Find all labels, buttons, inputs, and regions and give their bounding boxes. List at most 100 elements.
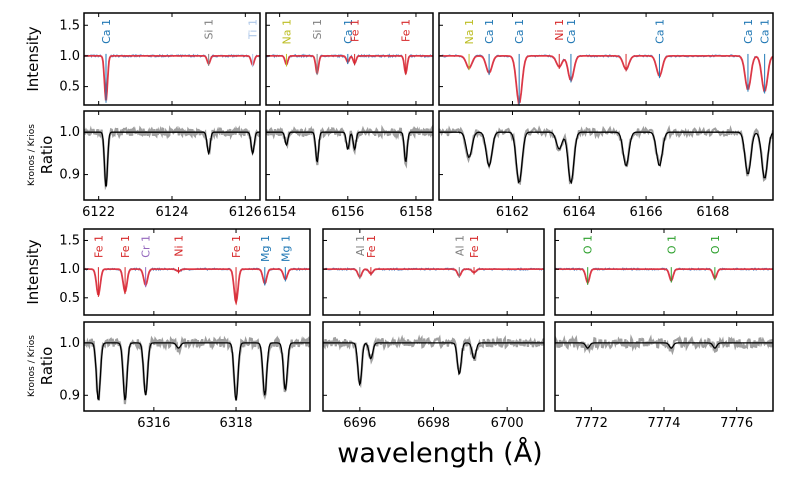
kronos-krios-label-row1: Kronos / Krios bbox=[27, 124, 37, 186]
x-tick-label: 6124 bbox=[155, 205, 188, 220]
ratio-frame-p1 bbox=[83, 110, 261, 201]
x-tick-label: 6166 bbox=[630, 205, 663, 220]
x-tick-label: 7772 bbox=[575, 416, 608, 431]
x-tick-label: 6164 bbox=[563, 205, 596, 220]
model-line-p2 bbox=[266, 55, 433, 75]
line-label: O 1 bbox=[709, 235, 722, 254]
ratio-observed-line-p5 bbox=[323, 334, 544, 389]
model-line-p6 bbox=[555, 268, 773, 285]
line-label: Al 1 bbox=[453, 235, 466, 256]
ratio-observed-line-p6 bbox=[555, 334, 773, 356]
line-label: Na 1 bbox=[280, 19, 293, 44]
intensity-ylabel-row2: Intensity bbox=[24, 239, 42, 304]
intensity-frame-p4 bbox=[83, 228, 311, 316]
x-tick-label: 6698 bbox=[417, 416, 450, 431]
intensity-tick-label: 0.5 bbox=[59, 80, 80, 95]
model-line-p4 bbox=[84, 268, 310, 306]
line-label: Si 1 bbox=[311, 19, 324, 40]
intensity-tick-label: 1.5 bbox=[59, 233, 80, 248]
observed-line-p1 bbox=[84, 53, 260, 100]
ratio-series-p4 bbox=[84, 335, 310, 405]
x-tick-label: 6316 bbox=[137, 416, 170, 431]
ratio-tick-label: 0.9 bbox=[59, 388, 80, 403]
x-tick-label: 6154 bbox=[263, 205, 296, 220]
x-tick-label: 6158 bbox=[399, 205, 432, 220]
line-label: Fe 1 bbox=[92, 235, 105, 258]
observed-line-p4 bbox=[84, 267, 310, 305]
x-tick-label: 6318 bbox=[219, 416, 252, 431]
intensity-tick-label: 1.0 bbox=[59, 262, 80, 277]
x-tick-label: 6156 bbox=[331, 205, 364, 220]
intensity-tick-label: 1.5 bbox=[59, 18, 80, 33]
line-label: Na 1 bbox=[463, 19, 476, 44]
intensity-tick-label: 1.0 bbox=[59, 49, 80, 64]
ratio-observed-line-p4 bbox=[84, 335, 310, 405]
x-tick-label: 6162 bbox=[496, 205, 529, 220]
line-label: Al 1 bbox=[354, 235, 367, 256]
ratio-frame-p5 bbox=[322, 321, 545, 412]
line-label: Si 1 bbox=[203, 19, 216, 40]
intensity-series-p6 bbox=[555, 267, 773, 285]
line-label: Ti 1 bbox=[247, 19, 260, 40]
x-tick-label: 6168 bbox=[696, 205, 729, 220]
x-axis-label: wavelength (Å) bbox=[337, 437, 542, 469]
line-label: Ca 1 bbox=[742, 19, 755, 44]
model-line-p1 bbox=[84, 55, 260, 101]
x-tick-label: 6696 bbox=[343, 416, 376, 431]
ratio-series-p3 bbox=[439, 124, 773, 186]
ratio-model-line-p1 bbox=[84, 131, 260, 187]
line-label: Ca 1 bbox=[483, 19, 496, 44]
line-label: O 1 bbox=[665, 235, 678, 254]
line-label: Ca 1 bbox=[565, 19, 578, 44]
line-label: Mg 1 bbox=[279, 235, 292, 262]
intensity-tick-label: 0.5 bbox=[59, 291, 80, 306]
line-label: Fe 1 bbox=[349, 19, 362, 42]
ratio-model-line-p2 bbox=[266, 131, 433, 163]
line-label: Ni 1 bbox=[173, 235, 186, 257]
ratio-tick-label: 0.9 bbox=[59, 168, 80, 183]
intensity-frame-p2 bbox=[265, 12, 434, 106]
ratio-model-line-p5 bbox=[323, 342, 544, 387]
ratio-tick-label: 1.0 bbox=[59, 125, 80, 140]
line-label: Fe 1 bbox=[230, 235, 243, 258]
ratio-ylabel-row1: Ratio bbox=[38, 136, 56, 175]
line-label: Mg 1 bbox=[259, 235, 272, 262]
line-label: Fe 1 bbox=[365, 235, 378, 258]
ratio-series-p2 bbox=[266, 124, 433, 169]
model-line-p3 bbox=[439, 55, 773, 105]
intensity-series-p4 bbox=[84, 267, 310, 306]
ratio-observed-line-p3 bbox=[439, 124, 773, 186]
ratio-series-p5 bbox=[323, 334, 544, 389]
intensity-ylabel-row1: Intensity bbox=[24, 26, 42, 91]
ratio-series-p1 bbox=[84, 125, 260, 191]
x-tick-label: 7776 bbox=[720, 416, 753, 431]
line-label: O 1 bbox=[582, 235, 595, 254]
ratio-series-p6 bbox=[555, 334, 773, 356]
kronos-krios-label-row2: Kronos / Krios bbox=[27, 335, 37, 397]
x-tick-label: 7774 bbox=[647, 416, 680, 431]
ratio-model-line-p4 bbox=[84, 342, 310, 401]
ratio-frame-p2 bbox=[265, 110, 434, 201]
x-tick-label: 6122 bbox=[82, 205, 115, 220]
line-label: Cr 1 bbox=[140, 235, 153, 258]
ratio-ylabel-row2: Ratio bbox=[38, 347, 56, 386]
ratio-model-line-p3 bbox=[439, 131, 773, 185]
line-label: Ca 1 bbox=[100, 19, 113, 44]
line-label: Ca 1 bbox=[513, 19, 526, 44]
line-label: Fe 1 bbox=[400, 19, 413, 42]
line-label: Fe 1 bbox=[119, 235, 132, 258]
ratio-tick-label: 1.0 bbox=[59, 336, 80, 351]
ratio-frame-p6 bbox=[554, 321, 774, 412]
intensity-series-p2 bbox=[266, 53, 433, 75]
ratio-observed-line-p1 bbox=[84, 125, 260, 191]
ratio-frame-p4 bbox=[83, 321, 311, 412]
line-label: Ca 1 bbox=[342, 19, 355, 44]
line-label: Fe 1 bbox=[468, 235, 481, 258]
ratio-frame-p3 bbox=[438, 110, 774, 201]
intensity-series-p5 bbox=[323, 267, 544, 279]
x-tick-label: 6126 bbox=[229, 205, 262, 220]
x-tick-label: 6700 bbox=[491, 416, 524, 431]
intensity-frame-p3 bbox=[438, 12, 774, 106]
